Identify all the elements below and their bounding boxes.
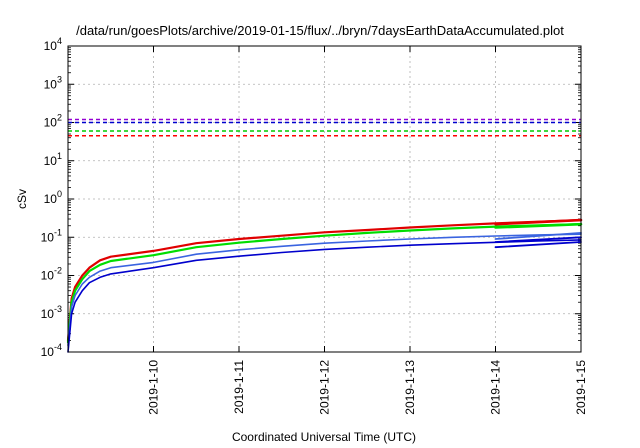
plot-frame — [67, 45, 582, 353]
series-line — [67, 233, 582, 347]
series-line — [66, 223, 583, 344]
grid — [68, 46, 581, 352]
series-line — [494, 241, 582, 249]
y-tick-label: 10-4 — [41, 342, 62, 359]
x-tick-label: 2019-1-13 — [403, 360, 417, 415]
threshold-lines — [68, 118, 581, 137]
y-axis-label: cSv — [15, 189, 29, 209]
series-line — [67, 239, 582, 353]
y-tick-label: 103 — [44, 74, 62, 91]
x-tick-label: 2019-1-10 — [147, 360, 161, 415]
series-line — [494, 222, 583, 229]
series-line — [494, 231, 582, 240]
x-axis-ticks: 2019-1-10 2019-1-11 2019-1-12 2019-1-13 2019… — [147, 46, 588, 415]
y-tick-label: 101 — [44, 151, 62, 168]
y-tick-label: 10-1 — [41, 227, 62, 244]
y-tick-label: 102 — [44, 113, 62, 130]
x-tick-label: 2019-1-14 — [489, 360, 503, 415]
series-line — [494, 236, 582, 243]
y-tick-label: 10-2 — [41, 266, 62, 283]
x-tick-label: 2019-1-12 — [318, 360, 332, 415]
x-tick-label: 2019-1-11 — [232, 360, 246, 414]
y-tick-label: 10-3 — [41, 304, 62, 321]
series-line — [494, 218, 583, 226]
chart-title: /data/run/goesPlots/archive/2019-01-15/f… — [76, 23, 564, 38]
y-tick-label: 100 — [44, 189, 62, 206]
series-line — [66, 219, 583, 342]
x-axis-label: Coordinated Universal Time (UTC) — [232, 430, 416, 444]
series-lines — [66, 218, 583, 353]
x-tick-label: 2019-1-15 — [574, 360, 588, 415]
y-tick-label: 104 — [44, 36, 62, 53]
